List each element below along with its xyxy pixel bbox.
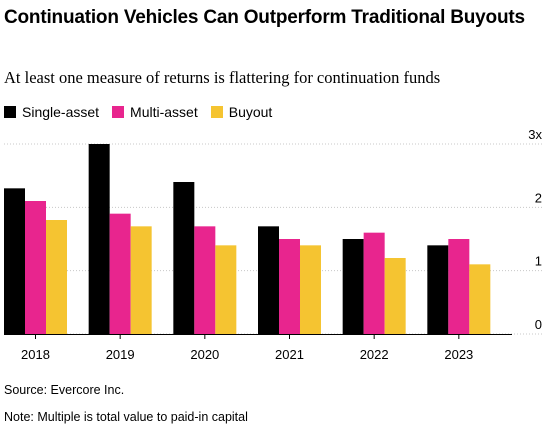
legend-label-single-asset: Single-asset	[22, 104, 100, 120]
bar-multi-asset-2018	[25, 201, 46, 334]
y-tick-label: 2	[535, 190, 542, 205]
bars	[4, 144, 491, 334]
legend-swatch-multi-asset	[112, 106, 125, 118]
legend-label-buyout: Buyout	[228, 104, 273, 120]
bar-buyout-2023	[469, 264, 491, 334]
legend: Single-asset Multi-asset Buyout	[4, 104, 285, 120]
chart-subtitle: At least one measure of returns is flatt…	[4, 68, 441, 87]
bar-single-asset-2023	[427, 245, 449, 334]
bar-buyout-2018	[46, 220, 67, 334]
gridlines	[4, 143, 542, 335]
bar-single-asset-2021	[258, 226, 279, 334]
y-tick-label: 1	[535, 254, 542, 269]
bar-multi-asset-2023	[448, 239, 470, 334]
bar-single-asset-2019	[88, 144, 110, 334]
bar-buyout-2021	[300, 245, 321, 334]
x-tick-label: 2020	[190, 347, 219, 362]
x-tick-label: 2018	[21, 347, 50, 362]
x-tick-label: 2019	[106, 347, 135, 362]
bar-buyout-2020	[215, 245, 237, 334]
bar-multi-asset-2020	[194, 226, 216, 334]
footnote: Note: Multiple is total value to paid-in…	[4, 410, 248, 424]
bar-multi-asset-2019	[109, 213, 131, 334]
bar-chart: 0 1 2 3x 2018 2019 2020 2021 2022 2023	[4, 127, 542, 362]
x-axis-ticks: 2018 2019 2020 2021 2022 2023	[21, 334, 473, 362]
chart-title: Continuation Vehicles Can Outperform Tra…	[4, 7, 525, 28]
y-tick-label: 3x	[528, 127, 542, 142]
legend-item-single-asset: Single-asset	[4, 104, 99, 120]
bar-single-asset-2020	[173, 182, 195, 334]
legend-swatch-single-asset	[4, 106, 16, 118]
bar-single-asset-2018	[4, 188, 25, 334]
bar-multi-asset-2021	[279, 239, 300, 334]
x-tick-label: 2021	[275, 347, 304, 362]
legend-item-buyout: Buyout	[210, 104, 273, 120]
legend-label-multi-asset: Multi-asset	[130, 104, 198, 120]
x-tick-label: 2023	[444, 347, 473, 362]
bar-multi-asset-2022	[363, 232, 385, 334]
legend-item-multi-asset: Multi-asset	[112, 104, 198, 120]
bar-buyout-2022	[384, 258, 406, 334]
bar-single-asset-2022	[342, 239, 364, 334]
y-tick-label: 0	[535, 317, 542, 332]
x-tick-label: 2022	[360, 347, 389, 362]
source-note: Source: Evercore Inc.	[4, 383, 125, 397]
legend-swatch-buyout	[210, 106, 223, 118]
y-axis-ticks: 0 1 2 3x	[528, 127, 542, 332]
bar-buyout-2019	[130, 226, 152, 334]
